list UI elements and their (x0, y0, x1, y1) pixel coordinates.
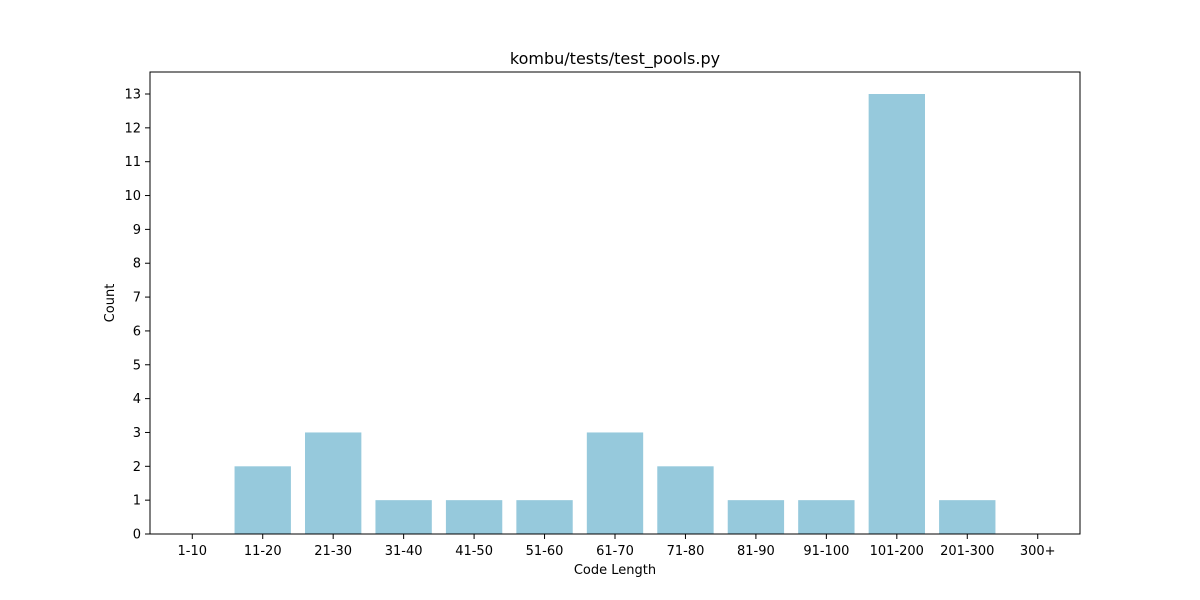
bar-21-30 (305, 432, 362, 534)
bar-201-300 (939, 500, 996, 534)
y-tick-label: 4 (133, 392, 141, 407)
y-tick-label: 12 (124, 121, 141, 136)
bars-group (234, 94, 996, 534)
y-tick-label: 10 (124, 189, 141, 204)
y-tick-label: 8 (133, 257, 141, 272)
y-tick-label: 1 (133, 494, 141, 509)
bar-71-80 (657, 466, 714, 534)
chart-title: kombu/tests/test_pools.py (510, 49, 720, 69)
y-tick-label: 2 (133, 460, 141, 475)
x-tick-label: 21-30 (314, 544, 352, 559)
bar-11-20 (234, 466, 291, 534)
bar-51-60 (516, 500, 573, 534)
y-tick-label: 11 (124, 155, 141, 170)
bar-31-40 (375, 500, 432, 534)
x-tick-label: 1-10 (178, 544, 208, 559)
x-tick-label: 300+ (1020, 544, 1056, 559)
y-tick-label: 0 (133, 528, 141, 543)
bar-41-50 (445, 500, 503, 534)
y-tick-label: 3 (133, 426, 141, 441)
bar-61-70 (586, 432, 644, 534)
x-tick-label: 71-80 (667, 544, 705, 559)
y-tick-label: 7 (133, 291, 141, 306)
x-axis-label: Code Length (574, 563, 656, 578)
x-tick-label: 81-90 (737, 544, 775, 559)
x-tick-label: 41-50 (455, 544, 493, 559)
y-tick-label: 6 (133, 324, 141, 339)
y-axis-label: Count (103, 284, 118, 323)
x-tick-label: 11-20 (244, 544, 282, 559)
bar-81-90 (727, 500, 785, 534)
x-tick-label: 101-200 (870, 544, 924, 559)
bar-101-200 (868, 94, 925, 534)
y-tick-label: 5 (133, 358, 141, 373)
x-axis-ticks: 1-10 11-20 21-30 31-40 41-50 51-60 61-70 71-80 8… (178, 534, 1056, 559)
plot-frame (149, 71, 1081, 535)
x-tick-label: 51-60 (526, 544, 564, 559)
bar-91-100 (798, 500, 855, 534)
x-tick-label: 61-70 (596, 544, 634, 559)
x-tick-label: 31-40 (385, 544, 423, 559)
x-tick-label: 91-100 (803, 544, 849, 559)
x-tick-label: 201-300 (940, 544, 994, 559)
y-tick-label: 9 (133, 223, 141, 238)
y-tick-label: 13 (124, 88, 141, 103)
